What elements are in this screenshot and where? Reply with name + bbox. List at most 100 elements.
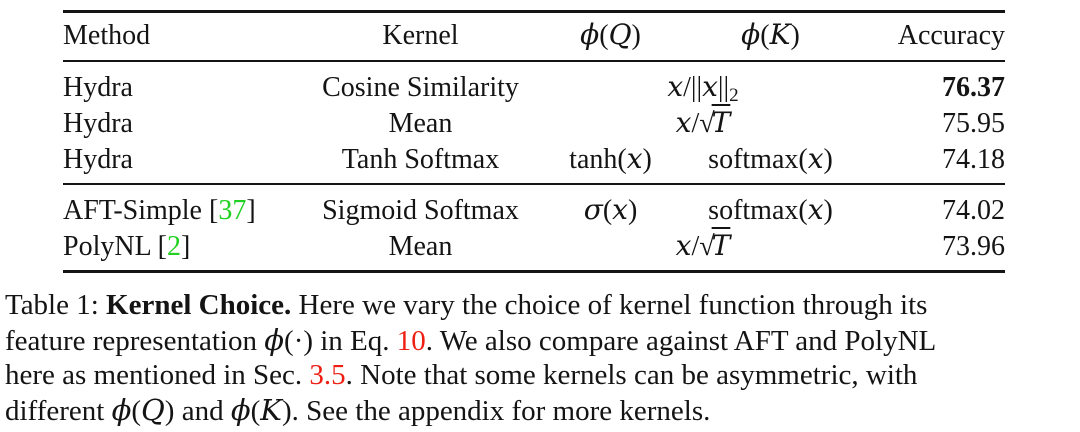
cell-phi_k: softmax(x) [678, 141, 863, 184]
text-segment: ϕ [264, 323, 285, 357]
text-segment: ) [823, 144, 833, 175]
caption-line: different ϕ(Q) and ϕ(K). See the appendi… [5, 393, 1080, 428]
text-segment: . See the appendix for more kernels. [291, 395, 711, 427]
cell-phi_k: softmax(x) [678, 184, 863, 228]
column-header-kernel: Kernel [298, 12, 543, 62]
cell-kernel: Mean [298, 228, 543, 272]
text-segment: Hydra [63, 107, 133, 139]
column-header-accuracy: Accuracy [863, 12, 1005, 62]
text-segment: Here we vary the choice of kernel functi… [291, 289, 928, 321]
text-segment: Accuracy [897, 19, 1005, 51]
text-segment: ] [180, 230, 191, 262]
text-segment: ) [790, 20, 800, 51]
text-segment: ϕ [580, 18, 600, 51]
reference-link[interactable]: 10 [396, 325, 426, 357]
text-segment: Tanh Softmax [341, 143, 500, 175]
text-segment: Mean [388, 107, 453, 139]
text-segment: 76.37 [942, 71, 1005, 103]
text-segment: ) [642, 144, 652, 175]
cell-accuracy: 75.95 [863, 105, 1005, 141]
text-segment: . Note that some kernels can be asymmetr… [345, 359, 918, 391]
text-segment: 74.18 [942, 143, 1005, 175]
text-segment: ( [599, 20, 609, 51]
text-segment: . We also compare against AFT and PolyNL [425, 325, 937, 357]
text-segment: Cosine Similarity [322, 71, 519, 103]
table-caption: Table 1: Kernel Choice. Here we vary the… [5, 288, 1080, 428]
caption-line: feature representation ϕ(·) in Eq. 10. W… [5, 323, 1080, 358]
citation-link[interactable]: 2 [166, 230, 181, 262]
text-segment: x [667, 70, 684, 103]
text-segment: 75.95 [942, 107, 1005, 139]
cell-accuracy: 73.96 [863, 228, 1005, 272]
text-segment: ϕ [230, 393, 251, 427]
table-header: Method Kernel ϕ(Q) ϕ(K) Accuracy [63, 12, 1005, 62]
text-segment: / [691, 108, 700, 139]
citation-link[interactable]: 37 [218, 194, 247, 226]
text-segment: σ [583, 193, 603, 226]
text-segment: Kernel Choice. [106, 289, 292, 321]
text-segment: feature representation [5, 325, 265, 357]
text-segment: K [769, 18, 791, 51]
table-row: PolyNL [2] Mean x/√T 73.96 [63, 228, 1005, 272]
text-segment: AFT-Simple [ [63, 194, 219, 226]
header-row: Method Kernel ϕ(Q) ϕ(K) Accuracy [63, 12, 1005, 62]
text-segment: Table 1: [5, 289, 107, 321]
column-header-phi_k: ϕ(K) [678, 12, 863, 62]
cell-phi_qk: x/√T [543, 105, 863, 141]
text-segment: ϕ [111, 393, 132, 427]
text-segment: ) [631, 20, 641, 51]
text-segment: x [702, 70, 718, 103]
cell-method: Hydra [63, 141, 298, 184]
cell-phi_q: σ(x) [543, 184, 678, 228]
text-segment: x [807, 193, 824, 226]
text-segment: and [174, 395, 231, 427]
text-segment: ( [760, 20, 770, 51]
text-segment: √ [699, 108, 714, 139]
text-segment: √ [699, 231, 714, 262]
text-segment: x [612, 193, 628, 226]
kernel-choice-table: Method Kernel ϕ(Q) ϕ(K) Accuracy Hydra Cosine… [63, 10, 1005, 273]
cell-method: Hydra [63, 61, 298, 105]
text-segment: || [717, 72, 730, 103]
text-segment: Q [608, 18, 632, 51]
cell-kernel: Sigmoid Softmax [298, 184, 543, 228]
cell-accuracy: 76.37 [863, 61, 1005, 105]
table-group-1: Hydra Cosine Similarity x/||x||2 76.37 Hydra… [63, 61, 1005, 184]
text-segment: Method [63, 19, 151, 51]
text-segment: x [626, 142, 643, 175]
column-header-method: Method [63, 12, 298, 62]
reference-link[interactable]: 3.5 [309, 359, 346, 391]
table-row: Hydra Mean x/√T 75.95 [63, 105, 1005, 141]
cell-phi_qk: x/||x||2 [543, 61, 863, 105]
text-segment: PolyNL [ [63, 230, 167, 262]
text-segment: ( [131, 395, 142, 427]
text-segment: x [807, 142, 824, 175]
text-segment: different [5, 395, 112, 427]
cell-kernel: Cosine Similarity [298, 61, 543, 105]
text-segment: Q [141, 393, 165, 427]
cell-phi_qk: x/√T [543, 228, 863, 272]
cell-phi_q: tanh(x) [543, 141, 678, 184]
text-segment: 74.02 [942, 194, 1005, 226]
text-segment: 2 [729, 84, 739, 106]
text-segment: ) [281, 395, 292, 427]
text-segment: ( [250, 395, 261, 427]
cell-accuracy: 74.02 [863, 184, 1005, 228]
table-row: Hydra Cosine Similarity x/||x||2 76.37 [63, 61, 1005, 105]
text-segment: T [711, 229, 731, 262]
text-segment: K [260, 393, 282, 427]
text-segment: Hydra [63, 143, 133, 175]
cell-kernel: Mean [298, 105, 543, 141]
text-segment: / [691, 231, 700, 262]
text-segment: (·) in Eq. [284, 325, 397, 357]
text-segment: 73.96 [942, 230, 1005, 262]
text-segment: Sigmoid Softmax [322, 194, 519, 226]
caption-line: Table 1: Kernel Choice. Here we vary the… [5, 288, 1080, 323]
text-segment: ) [627, 195, 638, 226]
cell-method: Hydra [63, 105, 298, 141]
cell-kernel: Tanh Softmax [298, 141, 543, 184]
column-header-phi_q: ϕ(Q) [543, 12, 678, 62]
text-segment: tanh( [569, 144, 627, 175]
caption-line: here as mentioned in Sec. 3.5. Note that… [5, 358, 1080, 393]
